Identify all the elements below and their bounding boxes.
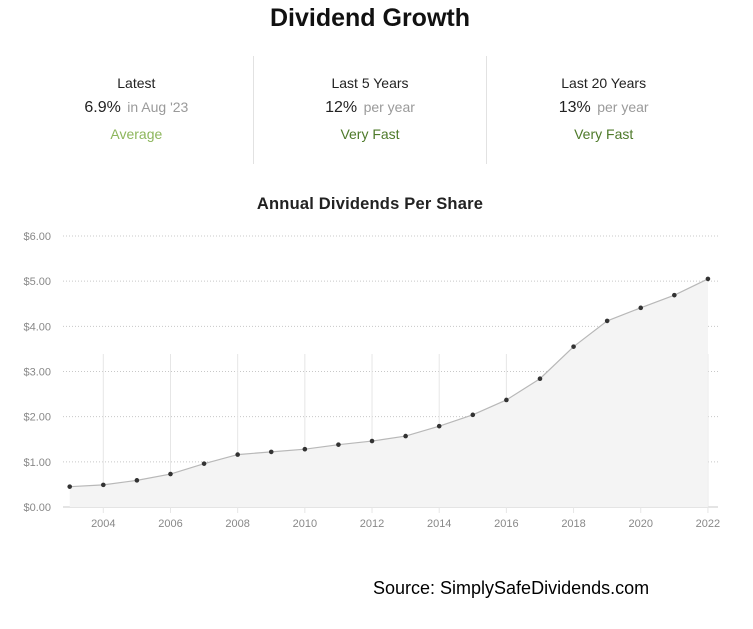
data-point (604, 318, 610, 324)
stat-value-row: 12% per year (254, 99, 487, 117)
series-line (69, 278, 709, 488)
series-area (69, 278, 708, 507)
data-point (571, 344, 576, 349)
x-tick-label: 2016 (494, 518, 518, 530)
data-point (67, 484, 73, 489)
data-point (705, 276, 711, 282)
y-tick-label: $5.00 (23, 276, 51, 288)
data-point (537, 376, 543, 382)
stat-rating: Very Fast (340, 126, 400, 142)
source-note: Source: SimplySafeDividends.com (373, 578, 650, 598)
data-point (638, 305, 644, 311)
chart-title: Annual Dividends Per Share (256, 195, 484, 213)
x-tick-label: 2020 (629, 518, 653, 530)
y-tick-label: $1.00 (23, 457, 51, 469)
page-title: Dividend Growth (270, 4, 470, 32)
x-tick-label: 2014 (427, 518, 451, 530)
x-tick-label: 2006 (158, 518, 182, 530)
stat-last-5-years: Last 5 Years 12% per year Very Fast (252, 56, 487, 164)
stat-value: 6.9% (84, 99, 121, 116)
stat-suffix: per year (363, 99, 415, 115)
stat-value: 12% (325, 99, 358, 116)
stat-rating: Average (110, 126, 163, 142)
stat-suffix: per year (597, 99, 649, 115)
x-tick-label: 2022 (696, 518, 720, 530)
y-tick-label: $4.00 (23, 321, 51, 333)
y-tick-label: $6.00 (23, 231, 51, 243)
dividends-chart: $0.00 $1.00 $2.00 $3.00 $4.00 $5.00 $6.00 2004 2… (23, 231, 720, 530)
x-tick-label: 2010 (293, 518, 317, 530)
data-point (168, 471, 173, 477)
stat-value-row: 6.9% in Aug '23 (20, 99, 253, 117)
data-point (369, 438, 375, 444)
y-tick-label: $3.00 (23, 367, 51, 379)
data-point (470, 412, 476, 418)
stat-label: Last 20 Years (561, 75, 647, 91)
stat-suffix: in Aug '23 (127, 99, 189, 115)
growth-stats: Latest 6.9% in Aug '23 Average Last 5 Ye… (20, 56, 720, 164)
y-tick-label: $0.00 (23, 502, 51, 514)
data-point (101, 482, 106, 488)
data-point (302, 446, 308, 452)
data-point (672, 292, 677, 298)
x-tick-label: 2018 (561, 518, 585, 530)
data-point (134, 478, 140, 483)
data-point (336, 442, 341, 447)
stat-last-20-years: Last 20 Years 13% per year Very Fast (486, 56, 720, 164)
x-tick-label: 2012 (360, 518, 384, 530)
data-point (403, 433, 408, 439)
y-tick-label: $2.00 (23, 412, 51, 424)
x-tick-label: 2004 (91, 518, 115, 530)
stat-label: Last 5 Years (331, 75, 409, 91)
data-point (201, 461, 207, 466)
data-point (436, 423, 442, 429)
x-tick-label: 2008 (225, 518, 249, 530)
data-point (268, 449, 274, 455)
stat-latest: Latest 6.9% in Aug '23 Average (20, 56, 253, 164)
stat-label: Latest (117, 75, 156, 91)
data-point (235, 452, 240, 457)
stat-rating: Very Fast (574, 126, 634, 142)
stat-value: 13% (558, 99, 591, 116)
data-point (504, 397, 509, 403)
stat-value-row: 13% per year (487, 99, 720, 117)
